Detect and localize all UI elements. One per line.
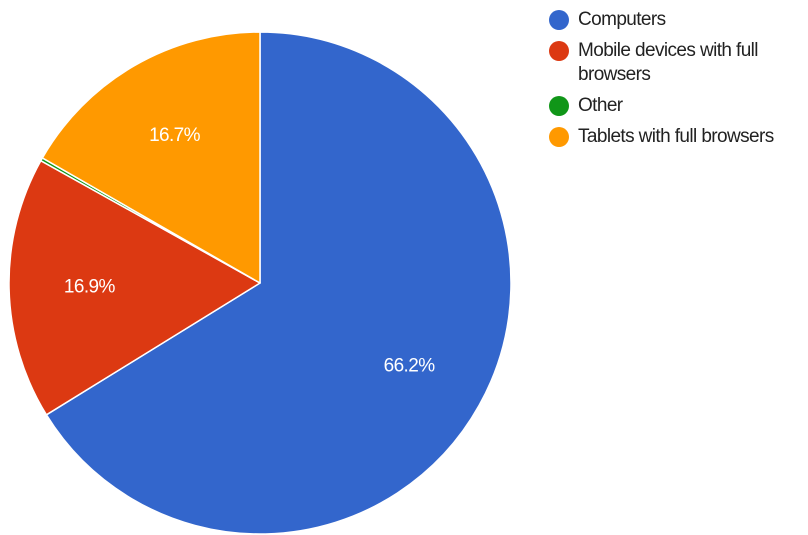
legend-label-mobile-devices: Mobile devices with full browsers <box>578 40 759 85</box>
pie-slice-mobile-devices-with-full-browsers[interactable] <box>8 159 261 416</box>
legend-label-other: Other <box>578 95 623 116</box>
legend-swatch-other <box>549 96 569 116</box>
legend-label-tablets: Tablets with full browsers <box>578 126 774 147</box>
legend-item-mobile-devices[interactable]: Mobile devices with full browsers <box>549 39 808 87</box>
legend-swatch-computers <box>549 10 569 30</box>
legend-item-tablets[interactable]: Tablets with full browsers <box>549 125 808 149</box>
legend-swatch-tablets <box>549 127 569 147</box>
legend-swatch-mobile-devices <box>549 41 569 61</box>
pie-slice-tablets-with-full-browsers[interactable] <box>41 31 261 284</box>
pie-slices <box>8 31 512 535</box>
legend-item-computers[interactable]: Computers <box>549 8 808 32</box>
pie-slice-label-mobile-devices-with-full-browsers: 16.9% <box>64 276 116 297</box>
pie-slice-label-tablets-with-full-browsers: 16.7% <box>149 125 201 146</box>
legend-item-other[interactable]: Other <box>549 94 808 118</box>
pie-slice-label-computers: 66.2% <box>384 356 436 377</box>
pie-slice-labels: 66.2% 16.9% 16.7% <box>64 125 436 377</box>
pie-chart-plot: 66.2% 16.9% 16.7% <box>8 31 512 535</box>
pie-slice-computers[interactable] <box>45 31 512 535</box>
chart-legend: Computers Mobile devices with full brows… <box>549 8 808 156</box>
legend-label-computers: Computers <box>578 9 666 30</box>
